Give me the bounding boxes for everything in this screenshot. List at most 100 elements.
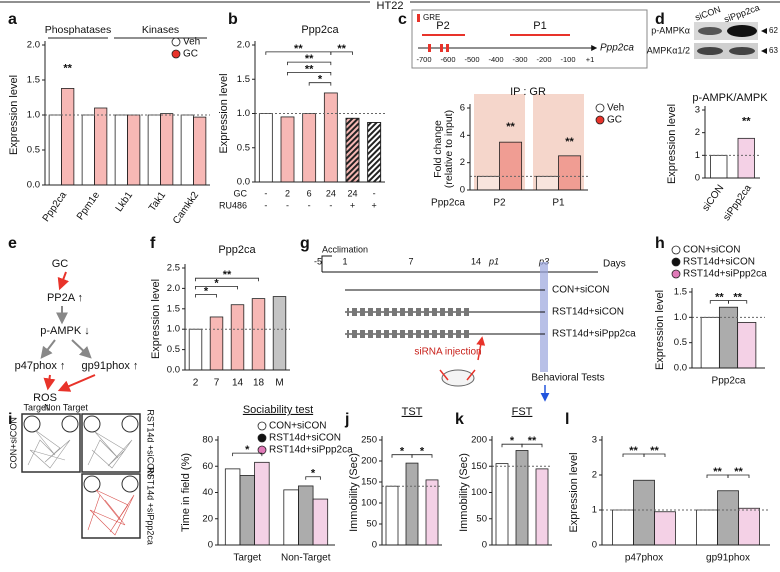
x-tick-label: Lkb1: [114, 190, 136, 214]
significance-label: **: [565, 136, 574, 148]
bar: [323, 92, 338, 183]
significance-label: **: [734, 466, 743, 478]
bar: [61, 88, 75, 186]
condition-label: RU486: [219, 200, 247, 210]
y-tick-label: 3: [592, 435, 597, 446]
y-tick-label: 150: [361, 477, 377, 488]
bar: [114, 114, 128, 186]
position-label: -500: [464, 55, 479, 64]
legend-label: Veh: [607, 103, 624, 114]
blot-band: [698, 27, 722, 35]
significance-label: **: [63, 63, 72, 75]
chart-title: IP : GR: [510, 86, 546, 98]
day-label: p3: [538, 256, 549, 266]
y-tick-label: 0.0: [167, 365, 180, 376]
bar: [654, 511, 676, 546]
y-tick-label: 100: [471, 487, 487, 498]
significance-bracket: [308, 82, 332, 86]
group-label: CON+siCON: [552, 285, 610, 296]
region-label: P2: [436, 20, 449, 32]
y-tick-label: 0.0: [237, 177, 250, 188]
significance-label: **: [305, 53, 314, 65]
significance-label: **: [337, 43, 346, 55]
significance-label: *: [400, 446, 405, 458]
event-label: Acclimation: [322, 244, 368, 254]
significance-bracket: [643, 453, 666, 457]
y-tick-label: 6: [460, 103, 465, 114]
bar: [127, 114, 141, 186]
y-tick-label: 0.5: [237, 142, 250, 153]
y-tick-label: 20: [202, 513, 213, 524]
significance-label: **: [223, 269, 232, 281]
y-axis-label: Expression level: [8, 75, 20, 155]
y-tick-label: 1.0: [27, 110, 40, 121]
significance-bracket: [195, 294, 217, 298]
bar: [737, 321, 757, 369]
arrow: [57, 271, 69, 291]
y-tick-label: 0: [592, 540, 597, 551]
y-axis-label: Expression level: [218, 73, 230, 153]
y-tick-label: 2.0: [237, 40, 250, 51]
bar: [239, 475, 255, 546]
panel-label: a: [8, 11, 17, 28]
pathway-diagram: GC PP2A ↑ p-AMPK ↓ p47phox ↑ gp91phox ↑ …: [15, 258, 139, 404]
bar: [476, 175, 500, 191]
node: gp91phox ↑: [82, 360, 139, 372]
significance-label: **: [742, 116, 751, 128]
arrow: [439, 369, 476, 381]
x-tick-label: siPpp2ca: [721, 183, 754, 223]
significance-label: **: [294, 43, 303, 55]
y-tick-label: 1.0: [167, 324, 180, 335]
promoter-diagram: GRE P2 P1 Ppp2ca -700 -600 -500 -400 -30…: [411, 9, 648, 69]
position-label: +1: [586, 55, 595, 64]
y-axis-label: (relative to input): [443, 110, 455, 188]
condition-value: +: [350, 200, 355, 210]
legend-label: RST14d+siCON: [683, 257, 755, 268]
chart-title: Ppp2ca: [301, 24, 339, 36]
significance-label: *: [420, 446, 425, 458]
x-tick-label: Ppp2ca: [41, 190, 70, 224]
significance-label: *: [510, 435, 515, 447]
significance-label: **: [650, 445, 659, 457]
gre-label: GRE: [423, 13, 440, 22]
bar: [717, 490, 739, 546]
injection-label: siRNA injection: [414, 347, 481, 358]
chart-title: TST: [402, 406, 423, 418]
arrow: [71, 339, 92, 359]
size-marker: [761, 28, 767, 54]
arrow: [476, 336, 486, 361]
legend-label: GC: [183, 49, 198, 60]
x-tick-label: Target: [233, 553, 261, 564]
legend-marker: [257, 433, 267, 443]
group-label: RST14d+siCON: [552, 307, 624, 318]
y-tick-label: 40: [202, 487, 213, 498]
bar: [515, 450, 529, 546]
position-label: -100: [560, 55, 575, 64]
gre-site: [446, 44, 449, 52]
y-tick-label: 2.0: [167, 283, 180, 294]
bar: [738, 507, 760, 546]
y-tick-label: 100: [361, 498, 377, 509]
significance-label: **: [506, 121, 515, 133]
x-tick-label: siCON: [700, 183, 726, 213]
day-label: 1: [342, 256, 347, 266]
bar: [710, 154, 728, 179]
bar: [737, 137, 755, 179]
bar: [180, 114, 194, 186]
cage: [61, 415, 79, 433]
condition-value: -: [373, 188, 376, 198]
y-tick-label: 0: [372, 540, 377, 551]
lane-label: siPpp2ca: [723, 2, 761, 24]
significance-bracket: [521, 443, 543, 448]
arena: [21, 413, 81, 473]
panel-label: h: [655, 235, 665, 252]
group-label: Phosphatases: [45, 24, 112, 36]
chart-title: FST: [512, 406, 533, 418]
cage: [23, 415, 41, 433]
y-axis-label: Immobility (Sec): [348, 453, 360, 532]
diagram-frame: [411, 9, 648, 69]
zone-label: Non Target: [44, 402, 88, 412]
gre-key: [417, 14, 420, 22]
panel-label: d: [655, 11, 665, 28]
